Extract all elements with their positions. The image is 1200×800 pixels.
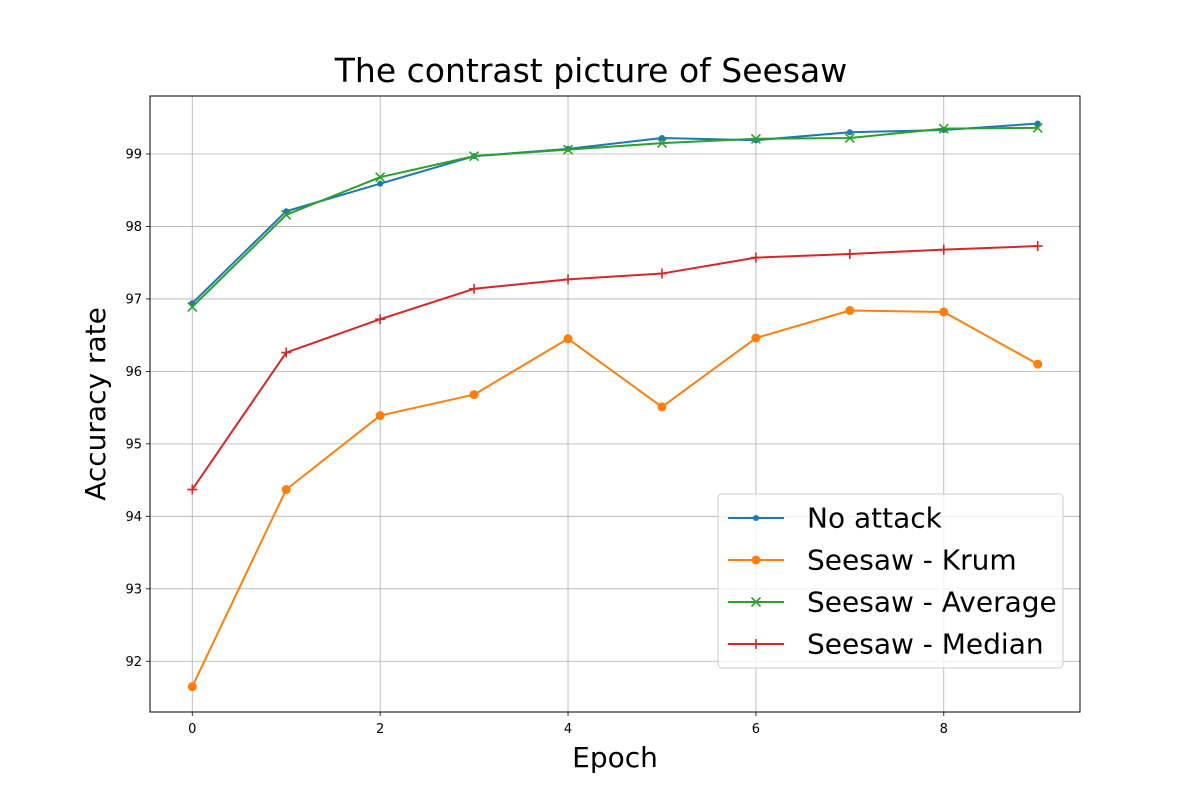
y-tick-label: 93: [125, 582, 142, 597]
y-tick-label: 98: [125, 220, 142, 235]
data-point: [375, 314, 386, 325]
y-axis-label: Accuracy rate: [79, 307, 112, 501]
x-tick-label: 6: [752, 722, 760, 737]
data-point: [375, 411, 385, 421]
data-point: [656, 138, 668, 149]
y-tick-label: 92: [125, 655, 142, 670]
data-point: [1034, 120, 1041, 127]
data-point: [1032, 122, 1043, 133]
x-tick-label: 8: [940, 722, 948, 737]
legend-entry: Seesaw - Average: [728, 586, 1057, 619]
data-point: [844, 132, 855, 144]
legend-label: Seesaw - Median: [807, 628, 1044, 661]
plot-frame: [149, 95, 1081, 713]
legend-entries: No attack Seesaw - Krum Seesaw - Average Se…: [728, 502, 1057, 661]
legend-entry: Seesaw - Krum: [728, 544, 1017, 577]
legend-marker: [751, 555, 761, 565]
series-line: [191, 122, 1038, 304]
data-point: [751, 333, 761, 343]
series-line: [191, 309, 1039, 688]
series-1: [187, 306, 1043, 692]
data-point: [845, 306, 855, 316]
data-point: [281, 347, 292, 358]
series-line: [191, 126, 1038, 308]
x-axis-ticks: 0 2 4 6 8: [188, 712, 948, 737]
data-point: [658, 135, 665, 142]
grid: [150, 96, 1080, 712]
data-point: [846, 129, 853, 136]
x-tick-label: 0: [188, 722, 196, 737]
x-tick-label: 2: [376, 722, 384, 737]
data-point: [469, 151, 480, 162]
data-point: [187, 301, 198, 312]
data-point: [377, 180, 384, 187]
data-point: [939, 307, 949, 317]
x-axis-label: Epoch: [572, 741, 658, 774]
legend-marker: [753, 515, 759, 521]
data-point: [657, 402, 667, 412]
data-point: [844, 248, 855, 259]
y-tick-label: 99: [125, 147, 142, 162]
data-point: [750, 252, 761, 263]
data-point: [563, 274, 574, 285]
series-layer: [187, 120, 1043, 692]
data-point: [656, 268, 667, 279]
data-point: [938, 244, 949, 255]
series-line: [191, 245, 1038, 491]
data-point: [938, 123, 949, 134]
data-point: [1033, 359, 1043, 369]
series-3: [187, 241, 1043, 495]
y-tick-label: 97: [125, 292, 142, 307]
series-2: [187, 122, 1043, 312]
legend-box: [717, 493, 1064, 669]
data-point: [563, 334, 573, 344]
y-axis-ticks: 92 93 94 95 96 97 98 99: [125, 147, 150, 670]
data-point: [469, 283, 480, 294]
legend-entry: No attack: [728, 502, 943, 535]
legend-label: Seesaw - Krum: [807, 544, 1017, 577]
data-point: [562, 144, 574, 155]
data-point: [469, 390, 479, 400]
data-point: [281, 485, 291, 495]
y-tick-label: 95: [125, 437, 142, 452]
legend-marker: [750, 596, 762, 608]
legend: No attack Seesaw - Krum Seesaw - Average Se…: [717, 493, 1064, 669]
chart-title: The contrast picture of Seesaw: [334, 51, 847, 90]
data-point: [1032, 241, 1043, 252]
data-point: [375, 172, 386, 183]
legend-marker: [751, 639, 761, 649]
data-point: [281, 209, 292, 220]
legend-entry: Seesaw - Median: [728, 628, 1044, 661]
y-tick-label: 94: [125, 510, 142, 525]
data-point: [187, 682, 197, 692]
data-point: [750, 133, 761, 144]
data-point: [187, 484, 198, 495]
y-tick-label: 96: [125, 365, 142, 380]
legend-label: No attack: [807, 502, 943, 535]
x-tick-label: 4: [564, 722, 572, 737]
legend-label: Seesaw - Average: [807, 586, 1057, 619]
